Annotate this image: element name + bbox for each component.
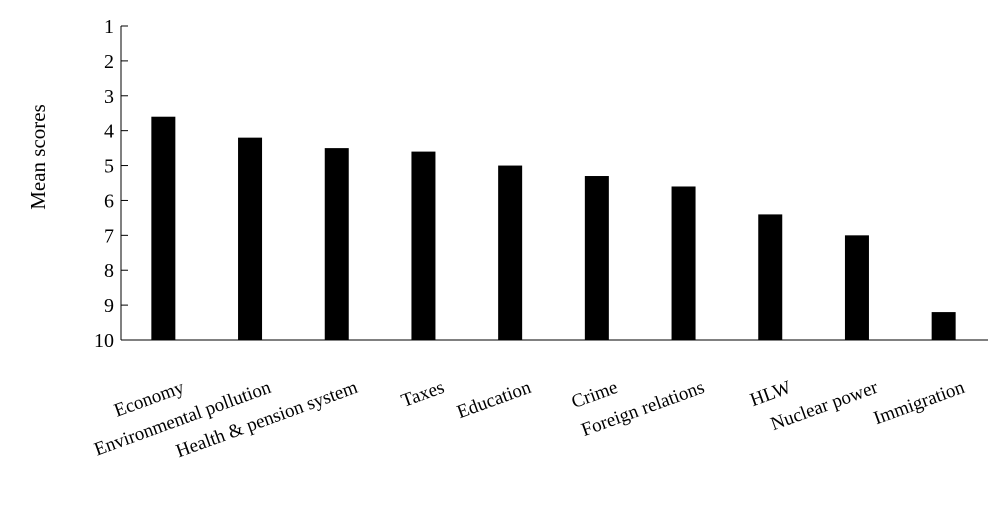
bar [671, 186, 696, 340]
bars [151, 116, 956, 340]
bar [151, 116, 176, 340]
y-tick-label: 7 [104, 225, 114, 247]
category-label: Taxes [399, 377, 448, 412]
bar [758, 214, 783, 340]
category-label: HLW [747, 377, 794, 411]
y-tick-label: 10 [94, 330, 114, 352]
bar [411, 151, 436, 340]
bar [931, 312, 956, 340]
bar [238, 137, 263, 340]
y-tick-label: 5 [104, 156, 114, 178]
y-tick-label: 6 [104, 190, 114, 212]
y-ticks: 1 2 3 4 5 6 7 8 9 10 [94, 16, 128, 352]
category-label: Education [454, 377, 534, 423]
bar [324, 148, 349, 340]
y-tick-label: 9 [104, 295, 114, 317]
y-tick-label: 8 [104, 260, 114, 282]
category-label: Immigration [871, 377, 968, 429]
y-tick-label: 4 [104, 121, 114, 143]
category-label: Crime [569, 377, 621, 413]
y-tick-label: 2 [104, 51, 114, 73]
y-tick-label: 3 [104, 86, 114, 108]
y-tick-label: 1 [104, 16, 114, 38]
bar [584, 176, 609, 340]
bar [498, 165, 523, 340]
bar [844, 235, 869, 340]
y-axis-title: Mean scores [26, 104, 50, 210]
